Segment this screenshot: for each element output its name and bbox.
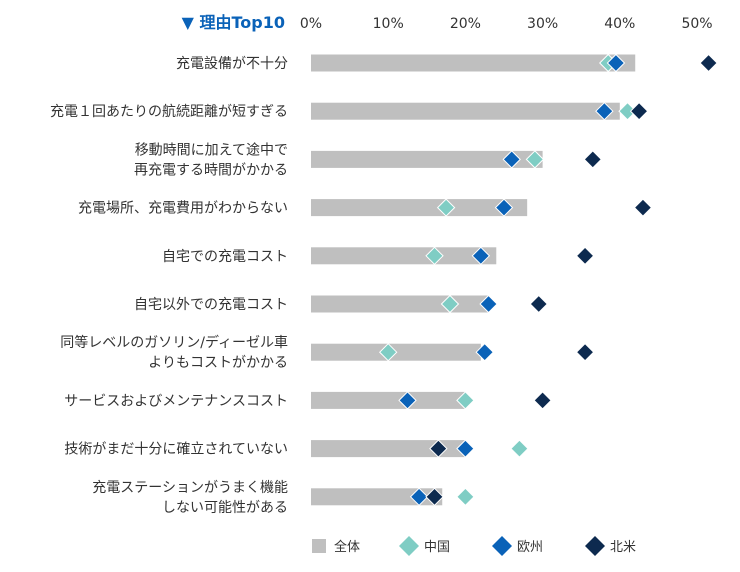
marker-point: [479, 294, 498, 314]
marker-point: [456, 391, 475, 410]
x-tick-label: 0%: [300, 16, 322, 32]
marker-point: [699, 53, 718, 73]
marker-point: [529, 294, 548, 314]
legend-swatch: [492, 536, 512, 556]
marker-point: [436, 198, 456, 217]
bar: [311, 54, 636, 72]
category-label: サービスおよびメンテナンスコスト: [64, 393, 288, 409]
category-label: しない可能性がある: [162, 500, 288, 516]
markers: [378, 53, 718, 507]
legend-label: 北米: [610, 540, 636, 555]
bars: [311, 54, 636, 506]
x-tick-label: 30%: [527, 16, 558, 32]
category-label: 充電ステーションがうまく機能: [92, 480, 288, 496]
category-label: 自宅以外での充電コスト: [134, 297, 288, 313]
marker-point: [494, 198, 514, 217]
category-label: 再充電する時間がかかる: [134, 162, 288, 178]
marker-point: [475, 342, 494, 362]
marker-point: [502, 150, 521, 169]
category-label: 自宅での充電コスト: [162, 249, 288, 265]
category-label: 充電１回あたりの航続距離が短すぎる: [50, 103, 288, 120]
marker-point: [440, 294, 460, 314]
marker-point: [471, 246, 491, 266]
marker-point: [575, 342, 595, 362]
x-tick-label: 40%: [604, 16, 635, 32]
marker-point: [629, 101, 649, 121]
marker-point: [525, 150, 545, 169]
x-tick-label: 10%: [373, 16, 404, 32]
legend-swatch: [312, 539, 326, 553]
x-tick-label: 20%: [450, 16, 481, 32]
marker-point: [378, 342, 398, 362]
marker-point: [425, 246, 444, 266]
bar: [311, 391, 466, 409]
marker-point: [429, 439, 448, 458]
marker-point: [606, 53, 626, 73]
chart-title: ▼ 理由Top10: [182, 13, 285, 32]
legend-label: 中国: [424, 540, 450, 555]
marker-point: [583, 150, 602, 169]
bar: [311, 199, 528, 217]
bar: [311, 102, 620, 120]
category-label: 移動時間に加えて途中で: [135, 141, 288, 158]
marker-point: [575, 246, 595, 266]
marker-point: [456, 439, 475, 458]
x-axis-ticks: 0% 10% 20% 30% 40% 50%: [300, 16, 713, 32]
category-label: 技術がまだ十分に確立されていない: [64, 442, 288, 458]
marker-point: [595, 101, 614, 121]
category-label: 同等レベルのガソリン/ディーゼル車: [60, 334, 288, 351]
legend: 全体 中国 欧州 北米: [312, 536, 636, 556]
category-labels: 充電設備が不十分充電１回あたりの航続距離が短すぎる移動時間に加えて途中で再充電す…: [50, 56, 288, 516]
category-label: よりもコストがかかる: [148, 355, 288, 371]
marker-point: [398, 391, 417, 410]
marker-point: [409, 487, 429, 507]
marker-point: [425, 487, 444, 507]
marker-point: [456, 487, 475, 507]
legend-label: 全体: [334, 539, 360, 555]
marker-point: [633, 198, 653, 217]
bar: [311, 440, 466, 458]
bar: [311, 295, 489, 313]
bar: [311, 150, 543, 168]
bar: [311, 488, 443, 506]
x-tick-label: 50%: [681, 16, 712, 32]
category-label: 充電場所、充電費用がわからない: [78, 201, 288, 217]
marker-point: [533, 391, 552, 410]
bar: [311, 247, 497, 265]
legend-swatch: [585, 536, 605, 556]
legend-swatch: [399, 536, 419, 556]
legend-label: 欧州: [517, 540, 543, 555]
marker-point: [510, 439, 529, 458]
category-label: 充電設備が不十分: [176, 56, 288, 72]
